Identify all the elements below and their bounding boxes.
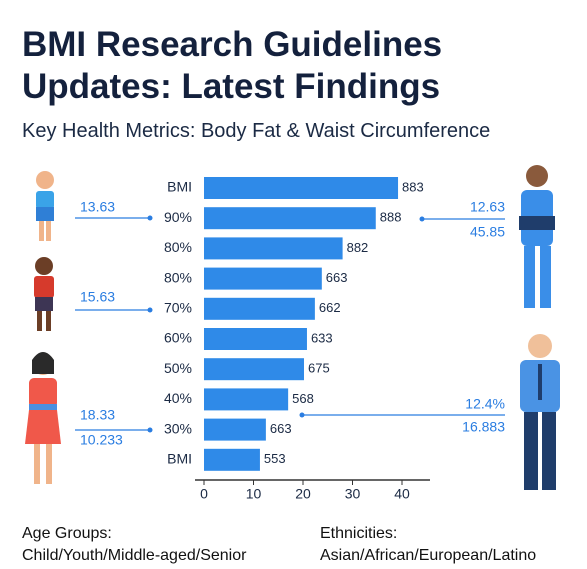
leader-dot [147, 215, 153, 221]
bar [204, 418, 266, 441]
bar [204, 388, 289, 411]
footer-text: Asian/African/European/Latino [320, 547, 536, 564]
bar-note: 883 [402, 179, 424, 194]
y-tick-label: 40% [164, 390, 192, 406]
y-tick-label: 50% [164, 360, 192, 376]
bar-note: 675 [308, 361, 330, 376]
y-tick-label: 80% [164, 269, 192, 285]
chart-subtitle: Key Health Metrics: Body Fat & Waist Cir… [22, 120, 491, 142]
bar-note: 568 [292, 391, 314, 406]
left-note: 18.33 [80, 407, 115, 423]
bar-note: 882 [347, 240, 369, 255]
right-note: 12.63 [470, 199, 505, 215]
right-note: 45.85 [470, 224, 505, 240]
footer-text: Child/Youth/Middle-aged/Senior [22, 547, 247, 564]
right-note: 16.883 [462, 419, 505, 435]
leader-dot [147, 307, 153, 313]
left-note: 10.233 [80, 432, 123, 448]
x-tick-label: 0 [200, 486, 208, 502]
bar-note: 888 [380, 210, 402, 225]
x-tick-label: 20 [295, 486, 311, 502]
bar [204, 448, 260, 471]
left-note: 15.63 [80, 289, 115, 305]
bar-note: 553 [264, 451, 286, 466]
bar [204, 267, 322, 290]
y-tick-label: 60% [164, 330, 192, 346]
right-note: 12.4% [465, 396, 505, 412]
bar-note: 663 [270, 421, 292, 436]
leader-dot [147, 427, 153, 433]
x-tick-label: 30 [345, 486, 361, 502]
leader-dot [299, 412, 305, 418]
bar [204, 297, 315, 320]
y-tick-label: BMI [167, 179, 192, 195]
bar-note: 633 [311, 330, 333, 345]
bar [204, 207, 376, 230]
y-tick-label: 80% [164, 239, 192, 255]
y-tick-label: 30% [164, 420, 192, 436]
bar [204, 358, 304, 381]
bar [204, 177, 399, 199]
left-note: 13.63 [80, 199, 115, 215]
y-tick-label: 90% [164, 209, 192, 225]
leader-dot [419, 216, 425, 222]
x-tick-label: 40 [394, 486, 410, 502]
y-tick-label: 70% [164, 300, 192, 316]
y-tick-label: BMI [167, 451, 192, 467]
bar-note: 663 [326, 270, 348, 285]
footer-text: Ethnicities: [320, 525, 397, 542]
bar [204, 328, 307, 350]
footer-text: Age Groups: [22, 525, 112, 542]
bar-note: 662 [319, 300, 341, 315]
bar [204, 237, 343, 260]
chart-title: BMI Research Guidelines Updates: Latest … [22, 25, 443, 106]
figures [25, 165, 560, 490]
x-tick-label: 10 [246, 486, 262, 502]
